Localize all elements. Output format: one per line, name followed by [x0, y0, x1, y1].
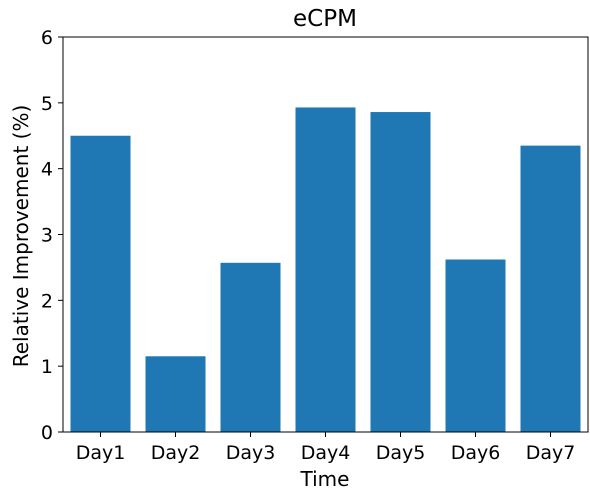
- x-tick-label: Day2: [151, 442, 201, 464]
- bar-day5: [370, 112, 431, 433]
- x-tick-label: Day3: [226, 442, 276, 464]
- y-tick-label: 5: [41, 93, 53, 115]
- chart-title: eCPM: [293, 6, 357, 32]
- x-axis-ticks: Day1 Day2 Day3 Day4 Day5 Day6 Day7: [76, 432, 576, 464]
- y-axis-label: Relative Improvement (%): [9, 105, 33, 368]
- x-tick-label: Day5: [376, 442, 426, 464]
- x-tick-label: Day1: [76, 442, 126, 464]
- x-tick-label: Day6: [451, 442, 501, 464]
- y-tick-label: 0: [41, 422, 53, 444]
- x-tick-label: Day4: [301, 442, 351, 464]
- bar-day4: [295, 107, 356, 433]
- plot-frame: [62, 36, 589, 433]
- y-tick-label: 4: [41, 159, 53, 181]
- bar-day7: [520, 145, 581, 432]
- bar-day2: [145, 356, 206, 432]
- y-tick-label: 1: [41, 356, 53, 378]
- y-tick-label: 3: [41, 225, 53, 247]
- bar-day1: [70, 135, 131, 432]
- y-tick-label: 6: [41, 27, 53, 49]
- bars-group: [70, 107, 581, 433]
- x-axis-label: Time: [300, 467, 350, 491]
- x-tick-label: Day7: [526, 442, 576, 464]
- bar-day6: [445, 259, 506, 432]
- y-axis-ticks: 0 1 2 3 4 5 6: [41, 27, 63, 444]
- bar-day3: [220, 262, 281, 432]
- plot-border: [62, 36, 589, 433]
- y-tick-label: 2: [41, 290, 53, 312]
